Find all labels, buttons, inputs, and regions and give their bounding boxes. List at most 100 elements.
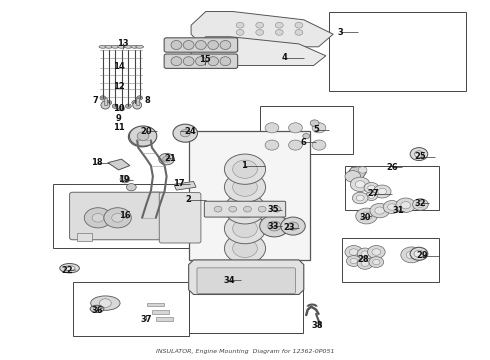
Text: 36: 36	[91, 306, 103, 315]
Text: 38: 38	[312, 321, 323, 330]
Ellipse shape	[91, 296, 120, 310]
Circle shape	[224, 154, 266, 184]
Text: 1: 1	[241, 161, 247, 170]
Circle shape	[415, 151, 423, 157]
FancyBboxPatch shape	[159, 193, 201, 243]
Circle shape	[233, 220, 257, 238]
Circle shape	[368, 194, 374, 198]
Circle shape	[410, 148, 428, 161]
Circle shape	[236, 22, 244, 28]
Circle shape	[358, 167, 367, 173]
Circle shape	[370, 203, 390, 218]
FancyBboxPatch shape	[197, 268, 295, 293]
Bar	[147, 303, 164, 306]
Circle shape	[99, 299, 111, 307]
Text: 19: 19	[118, 175, 129, 184]
Circle shape	[366, 192, 377, 201]
Text: 9: 9	[116, 114, 122, 123]
Bar	[77, 233, 92, 241]
Text: 2: 2	[186, 195, 192, 204]
Circle shape	[233, 178, 257, 196]
Ellipse shape	[131, 45, 139, 48]
Polygon shape	[191, 12, 333, 47]
Circle shape	[288, 222, 298, 230]
Circle shape	[92, 213, 104, 222]
Circle shape	[137, 96, 143, 100]
Text: 12: 12	[113, 82, 124, 91]
Ellipse shape	[183, 40, 194, 49]
Circle shape	[136, 212, 158, 228]
Circle shape	[312, 123, 326, 133]
Ellipse shape	[171, 57, 182, 66]
Circle shape	[275, 22, 283, 28]
Circle shape	[100, 96, 106, 100]
Text: 23: 23	[283, 223, 295, 232]
Circle shape	[106, 100, 112, 105]
Circle shape	[289, 140, 302, 150]
Circle shape	[349, 249, 358, 255]
Ellipse shape	[196, 57, 206, 66]
Circle shape	[104, 208, 131, 228]
Circle shape	[180, 130, 190, 137]
Polygon shape	[347, 166, 367, 179]
Circle shape	[256, 30, 264, 35]
Circle shape	[416, 202, 424, 207]
Circle shape	[361, 251, 369, 257]
Circle shape	[375, 207, 385, 214]
Text: 5: 5	[313, 125, 319, 134]
Circle shape	[112, 213, 123, 222]
Ellipse shape	[133, 101, 142, 109]
Circle shape	[137, 132, 149, 140]
Text: 10: 10	[113, 104, 124, 113]
Ellipse shape	[220, 40, 231, 49]
Bar	[136, 98, 139, 105]
Circle shape	[135, 132, 149, 142]
Circle shape	[368, 246, 385, 258]
Bar	[104, 98, 107, 105]
Circle shape	[372, 249, 381, 255]
Circle shape	[273, 206, 281, 212]
Text: 29: 29	[416, 251, 428, 260]
Ellipse shape	[90, 305, 104, 312]
Circle shape	[268, 221, 281, 231]
Text: 13: 13	[117, 39, 128, 48]
Text: 30: 30	[359, 213, 371, 222]
Circle shape	[295, 22, 303, 28]
Circle shape	[356, 195, 364, 201]
Circle shape	[84, 208, 112, 228]
FancyBboxPatch shape	[164, 54, 238, 68]
Circle shape	[224, 172, 266, 202]
Bar	[260, 106, 353, 154]
Ellipse shape	[183, 57, 194, 66]
Text: 31: 31	[392, 206, 404, 215]
Bar	[152, 310, 169, 314]
Text: 18: 18	[91, 158, 103, 167]
Ellipse shape	[111, 45, 119, 48]
Bar	[73, 282, 189, 336]
Ellipse shape	[124, 45, 132, 48]
Circle shape	[265, 123, 279, 133]
Circle shape	[236, 30, 244, 35]
Circle shape	[265, 140, 279, 150]
Text: 8: 8	[144, 96, 150, 105]
Text: 24: 24	[184, 127, 196, 136]
Text: 14: 14	[113, 62, 124, 71]
Ellipse shape	[196, 40, 206, 49]
Text: 32: 32	[415, 199, 426, 208]
Ellipse shape	[220, 57, 231, 66]
Ellipse shape	[101, 101, 110, 109]
Circle shape	[361, 261, 369, 266]
Text: 35: 35	[268, 205, 279, 214]
Text: 6: 6	[301, 138, 307, 147]
Ellipse shape	[60, 264, 79, 273]
Circle shape	[229, 206, 237, 212]
Text: 25: 25	[415, 152, 426, 161]
Circle shape	[224, 194, 266, 224]
FancyBboxPatch shape	[189, 131, 310, 260]
Circle shape	[224, 233, 266, 264]
Circle shape	[361, 212, 372, 220]
Circle shape	[233, 160, 257, 178]
Circle shape	[357, 248, 373, 260]
Ellipse shape	[136, 45, 144, 48]
Circle shape	[233, 200, 257, 218]
